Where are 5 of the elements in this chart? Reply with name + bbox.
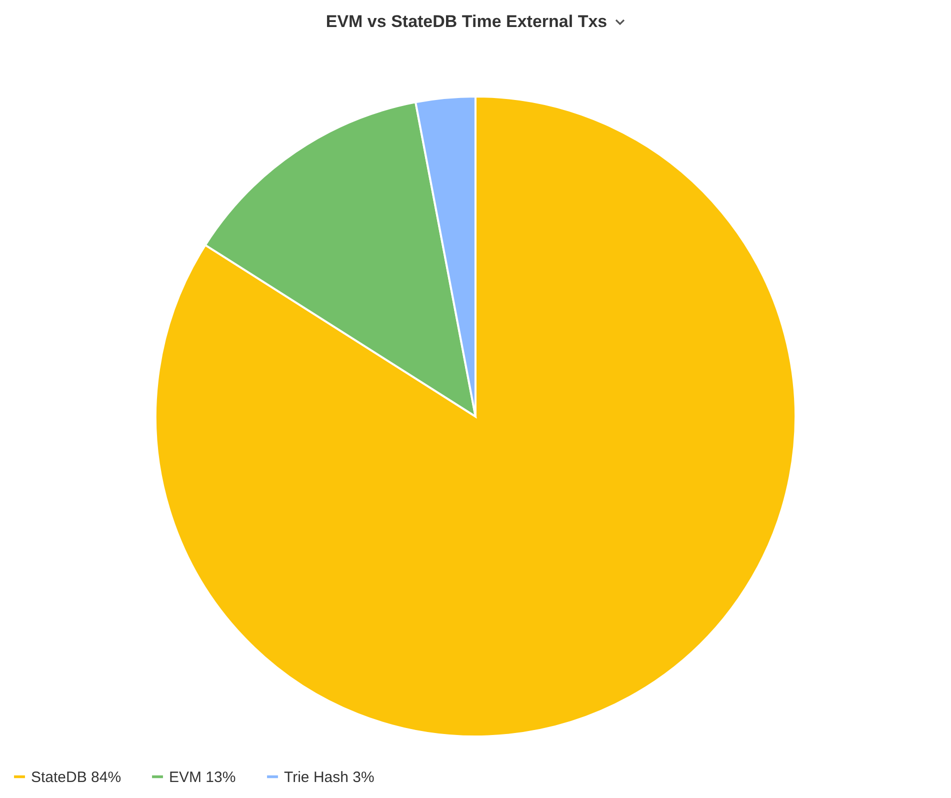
chart-title: EVM vs StateDB Time External Txs (326, 12, 608, 32)
pie-slice (154, 96, 796, 738)
legend-label: StateDB 84% (31, 768, 122, 786)
legend-label: Trie Hash 3% (284, 768, 374, 786)
legend-label: EVM 13% (169, 768, 236, 786)
